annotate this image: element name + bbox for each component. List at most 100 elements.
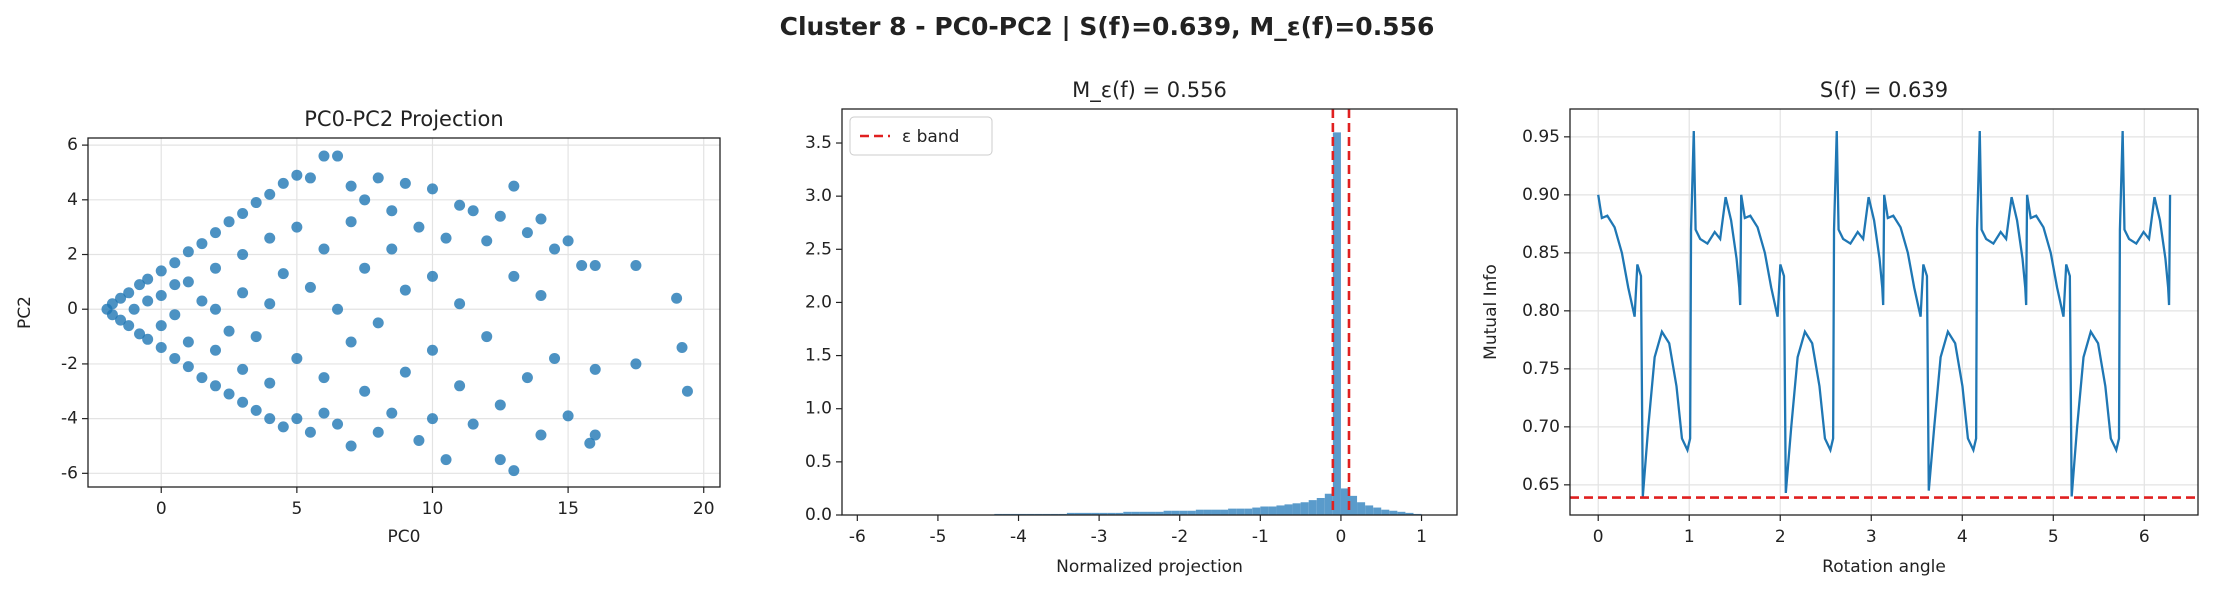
scatter-point [399, 366, 411, 378]
scatter-point [589, 429, 601, 441]
x-tick-label: 5 [2048, 527, 2059, 547]
scatter-point [223, 325, 235, 337]
scatter-point [549, 243, 561, 255]
scatter-point [237, 396, 249, 408]
x-tick-label: 10 [422, 499, 444, 519]
histogram-bar [1308, 500, 1317, 515]
scatter-point [250, 197, 262, 209]
histogram-bar [1083, 512, 1092, 515]
y-tick-label: -6 [61, 463, 78, 483]
figure-title: Cluster 8 - PC0-PC2 | S(f)=0.639, M_ε(f)… [780, 12, 1435, 41]
y-tick-label: 3.5 [805, 133, 832, 153]
histogram-bar [1268, 506, 1277, 515]
histogram-bar [1220, 509, 1229, 515]
scatter-point [182, 246, 194, 258]
y-axis-label: Mutual Info [1481, 264, 1501, 360]
scatter-point [399, 177, 411, 189]
histogram-bar [1131, 511, 1140, 515]
scatter-point [123, 320, 135, 332]
histogram-bar [1203, 509, 1212, 515]
scatter-point [196, 295, 208, 307]
histogram-bar [1171, 510, 1180, 515]
scatter-point [264, 377, 276, 389]
scatter-point [291, 352, 303, 364]
x-tick-label: 0 [1593, 527, 1604, 547]
x-tick-label: 1 [1416, 527, 1427, 547]
y-tick-label: 0.75 [1522, 359, 1560, 379]
x-tick-label: -1 [1252, 527, 1269, 547]
scatter-point [386, 205, 398, 217]
scatter-point [291, 413, 303, 425]
scatter-point [345, 440, 357, 452]
x-tick-label: 0 [1336, 527, 1347, 547]
x-axis-label: Rotation angle [1822, 557, 1946, 577]
scatter-point [209, 303, 221, 315]
scatter-point [155, 320, 167, 332]
scatter-point [508, 465, 520, 477]
histogram-bar [1139, 511, 1148, 515]
scatter-point [584, 437, 596, 449]
x-tick-label: 0 [156, 499, 167, 519]
scatter-point [106, 298, 118, 310]
histogram-bar [1163, 510, 1172, 515]
y-tick-label: 2.0 [805, 292, 832, 312]
y-tick-label: 0.85 [1522, 243, 1560, 263]
histogram-bar [1373, 507, 1382, 515]
scatter-point [426, 270, 438, 282]
scatter-point [413, 435, 425, 447]
y-tick-label: 4 [67, 190, 78, 210]
x-axis-label: Normalized projection [1056, 557, 1243, 577]
histogram-bar [1332, 132, 1341, 515]
scatter-point [142, 333, 154, 345]
scatter-point [589, 259, 601, 271]
scatter-point [209, 380, 221, 392]
scatter-point [169, 257, 181, 269]
scatter-point [562, 235, 574, 247]
scatter-point [426, 344, 438, 356]
x-tick-label: 15 [557, 499, 579, 519]
histogram-bar [1187, 510, 1196, 515]
histogram-bar [1397, 511, 1406, 515]
scatter-point [508, 180, 520, 192]
scatter-point [521, 372, 533, 384]
histogram-bar [1348, 495, 1358, 515]
scatter-point [264, 232, 276, 244]
scatter-point [494, 210, 506, 222]
x-tick-label: -3 [1091, 527, 1108, 547]
x-axis-label: PC0 [388, 527, 421, 547]
y-tick-label: 1.5 [805, 346, 832, 366]
scatter-point [359, 385, 371, 397]
scatter-point [332, 150, 344, 162]
scatter-point [535, 429, 547, 441]
scatter-point [169, 279, 181, 291]
histogram-bar [1236, 508, 1245, 515]
scatter-point [467, 205, 479, 217]
scatter-point [142, 273, 154, 285]
axes-frame [87, 137, 721, 488]
scatter-point [481, 331, 493, 343]
scatter-point [494, 454, 506, 466]
scatter-point [671, 292, 683, 304]
scatter-point [318, 150, 330, 162]
scatter-point [562, 410, 574, 422]
histogram-bar [1099, 512, 1108, 515]
histogram-bar [1211, 509, 1221, 515]
y-tick-label: 3.0 [805, 186, 832, 206]
histogram-bar [1316, 497, 1325, 515]
scatter-point [318, 407, 330, 419]
histogram-bar [1260, 506, 1269, 515]
y-tick-label: 0 [67, 299, 78, 319]
x-tick-label: 4 [1957, 527, 1968, 547]
scatter-point [277, 177, 289, 189]
axes-title: PC0-PC2 Projection [304, 107, 503, 131]
scatter-point [209, 227, 221, 239]
x-tick-label: 1 [1684, 527, 1695, 547]
scatter-point [589, 363, 601, 375]
histogram-bar [1066, 512, 1075, 515]
x-tick-label: -6 [849, 527, 866, 547]
scatter-point [676, 342, 688, 354]
histogram-bar [1405, 512, 1414, 515]
scatter-point [250, 404, 262, 416]
scatter-point [142, 295, 154, 307]
y-tick-label: 0.90 [1522, 185, 1560, 205]
